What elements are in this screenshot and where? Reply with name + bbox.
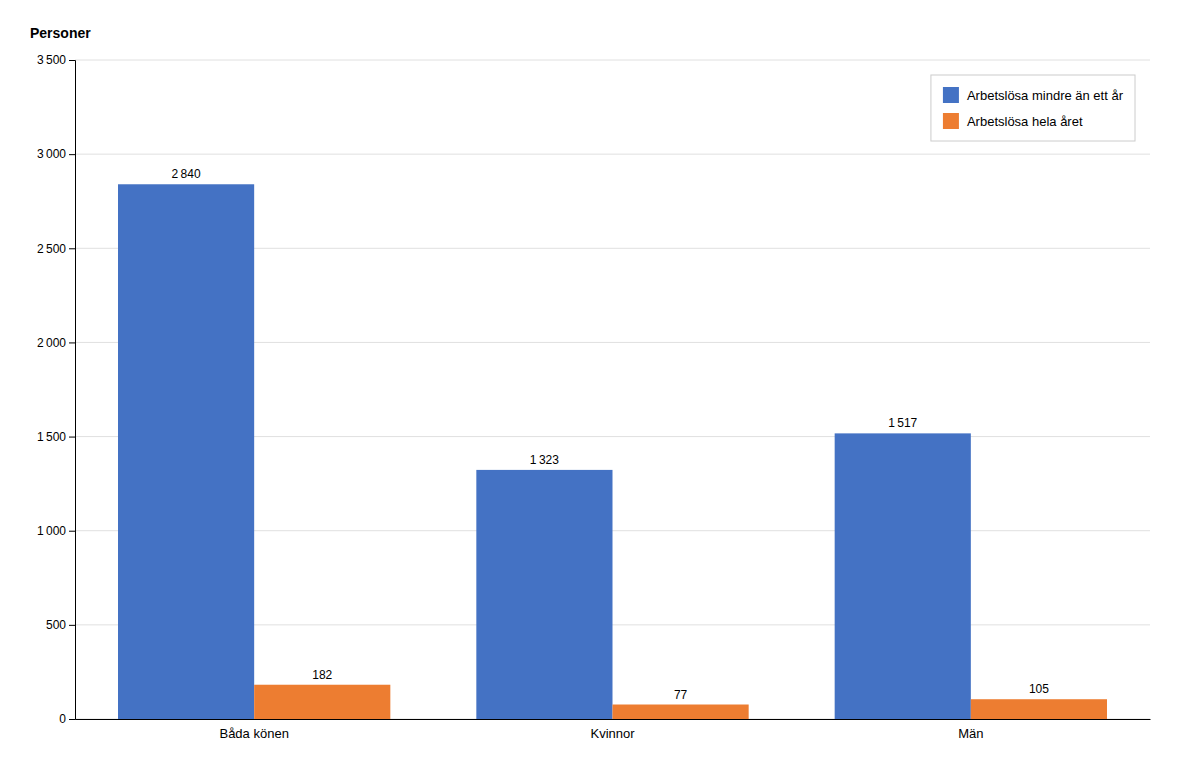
x-tick: Båda könen [219, 726, 288, 741]
x-axis-line [76, 719, 1151, 720]
grid-line [75, 60, 1150, 61]
y-tick-label: 0 [59, 712, 66, 726]
bar [118, 184, 254, 719]
y-tick: 1 500 [37, 430, 75, 444]
bar-series [254, 685, 1107, 719]
plot: Båda könen Kvinnor Män 0 500 1 000 1 500 2 000 2… [37, 53, 1151, 741]
y-tick-mark [69, 437, 75, 438]
bar [971, 699, 1107, 719]
y-tick: 3 000 [37, 147, 75, 161]
y-axis: 0 500 1 000 1 500 2 000 2 500 3 000 3 500 [37, 53, 76, 726]
bars [118, 184, 1107, 719]
bar-series [118, 184, 971, 719]
grid [75, 60, 1150, 719]
bar [835, 433, 971, 719]
y-tick-label: 500 [46, 618, 66, 632]
x-tick-label: Män [958, 726, 983, 741]
y-tick-mark [69, 154, 75, 155]
x-tick-label: Båda könen [219, 726, 288, 741]
data-label: 2 840 [172, 167, 201, 181]
y-tick-label: 2 500 [37, 242, 66, 256]
x-axis: Båda könen Kvinnor Män [76, 720, 1151, 742]
legend-swatch [943, 87, 959, 103]
y-tick-label: 1 500 [37, 430, 66, 444]
y-tick: 500 [46, 618, 75, 632]
y-tick: 1 000 [37, 524, 75, 538]
data-label: 1 323 [530, 453, 559, 467]
data-label: 77 [674, 688, 688, 702]
y-tick: 2 500 [37, 242, 75, 256]
data-label: 1 517 [888, 416, 917, 430]
chart: Båda könen Kvinnor Män 0 500 1 000 1 500 2 000 2… [0, 0, 1180, 769]
bar [254, 685, 390, 719]
legend-item: Arbetslösa hela året [943, 113, 1083, 129]
data-labels: 2 840 1 323 1 517 182 77 105 [172, 167, 1050, 701]
x-tick: Män [958, 726, 983, 741]
y-tick-label: 2 000 [37, 336, 66, 350]
y-tick: 2 000 [37, 336, 75, 350]
bar [476, 470, 612, 719]
legend-label: Arbetslösa hela året [967, 114, 1083, 129]
y-axis-label: Personer [30, 25, 91, 41]
x-tick: Kvinnor [590, 726, 635, 741]
legend-item: Arbetslösa mindre än ett år [943, 87, 1124, 103]
legend: Arbetslösa mindre än ett år Arbetslösa he… [931, 75, 1135, 141]
y-tick-mark [69, 625, 75, 626]
y-tick-label: 3 500 [37, 53, 66, 67]
y-tick-label: 1 000 [37, 524, 66, 538]
data-label: 182 [312, 668, 332, 682]
y-axis-line [69, 61, 76, 720]
y-tick-mark [69, 248, 75, 249]
y-tick-label: 3 000 [37, 147, 66, 161]
bar [613, 705, 749, 719]
legend-label: Arbetslösa mindre än ett år [967, 88, 1124, 103]
legend-frame [931, 75, 1135, 141]
grid-line [75, 154, 1150, 155]
y-tick-mark [69, 60, 75, 61]
x-tick-label: Kvinnor [590, 726, 635, 741]
y-tick-mark [69, 342, 75, 343]
legend-swatch [943, 113, 959, 129]
data-label: 105 [1029, 682, 1049, 696]
y-tick-mark [69, 719, 75, 720]
y-tick: 3 500 [37, 53, 75, 67]
y-tick-mark [69, 531, 75, 532]
y-tick: 0 [59, 712, 75, 726]
